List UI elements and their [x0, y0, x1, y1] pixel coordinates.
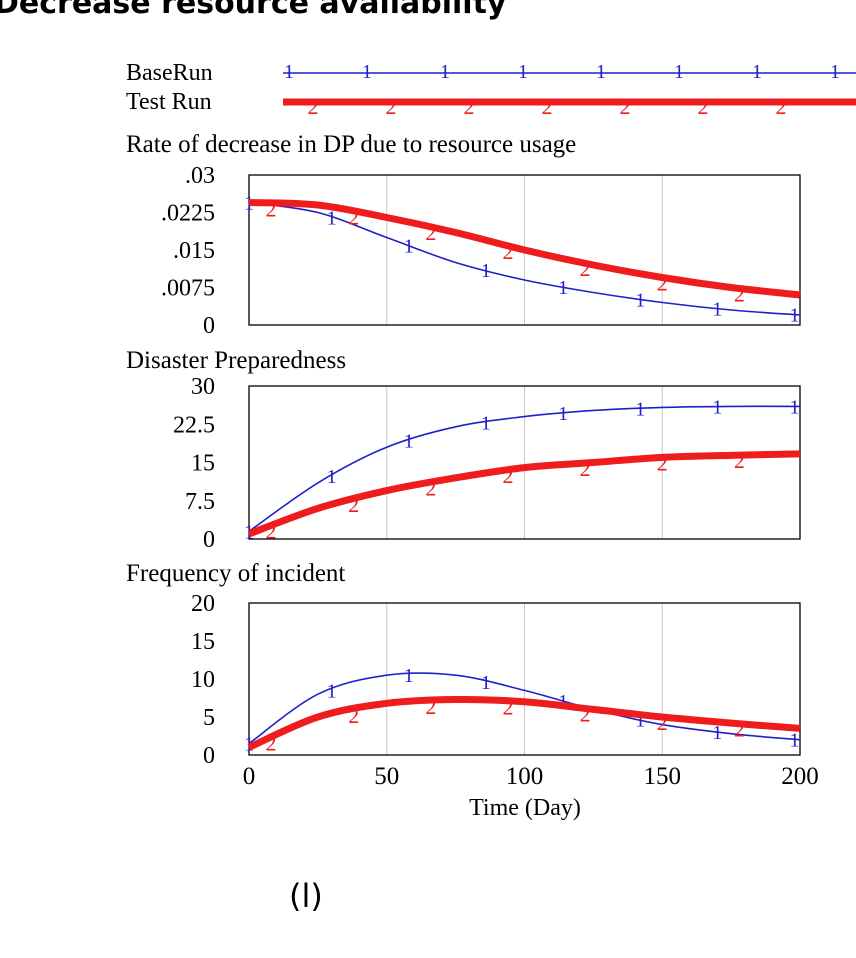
legend-marker: 2	[464, 94, 475, 119]
series-marker: 1	[327, 208, 337, 230]
series-marker: 1	[481, 412, 491, 434]
series-marker: 2	[348, 205, 359, 230]
x-tick-label: 200	[781, 763, 819, 790]
series-marker: 2	[425, 694, 436, 719]
series-line-testrun	[248, 199, 801, 299]
series-marker: 1	[635, 398, 645, 420]
series-marker: 2	[266, 731, 277, 756]
y-tick-label: 0	[203, 743, 215, 769]
series-line-testrun	[247, 450, 801, 538]
series-marker: 1	[327, 466, 337, 488]
y-tick-label: 22.5	[173, 412, 215, 438]
legend-marker: 2	[776, 94, 787, 119]
series-marker: 2	[266, 519, 277, 544]
legend-marker: 2	[542, 94, 553, 119]
y-tick-label: .0225	[161, 201, 215, 227]
y-tick-label: 5	[203, 705, 215, 731]
panel-title: Rate of decrease in DP due to resource u…	[126, 131, 576, 158]
legend-marker: 1	[674, 61, 684, 83]
legend-marker: 1	[362, 61, 372, 83]
series-marker: 1	[635, 710, 645, 732]
panel-title: Frequency of incident	[126, 560, 345, 587]
plot-frame	[248, 385, 801, 540]
series-marker: 1	[481, 672, 491, 694]
series-marker: 2	[348, 703, 359, 728]
series-marker: 2	[734, 717, 745, 742]
y-tick-label: .03	[185, 163, 215, 189]
x-tick-label: 50	[374, 763, 399, 790]
series-marker: 2	[657, 450, 668, 475]
figure-caption: (l)	[289, 877, 323, 915]
series-line-testrun	[247, 695, 801, 751]
x-axis-label: Time (Day)	[469, 795, 581, 821]
series-marker: 2	[502, 694, 513, 719]
y-tick-label: 7.5	[185, 489, 215, 515]
series-marker: 1	[789, 729, 799, 751]
series-marker: 2	[580, 701, 591, 726]
y-tick-label: 20	[191, 591, 215, 617]
series-marker: 2	[266, 196, 277, 221]
legend-marker: 2	[698, 94, 709, 119]
series-marker: 2	[580, 456, 591, 481]
legend-marker: 2	[308, 94, 319, 119]
series-marker: 2	[502, 463, 513, 488]
legend-label: Test Run	[126, 89, 212, 115]
series-marker: 1	[327, 680, 337, 702]
series-line-baserun	[248, 201, 801, 316]
y-tick-label: .0075	[161, 276, 215, 302]
chart-panel: BaseRun 1 1 1 1 1 1 1 1 Test Run 2 2 2 2 2 2 2 Rate of de…	[126, 60, 856, 858]
chart-svg: BaseRun 1 1 1 1 1 1 1 1 Test Run 2 2 2 2 2 2 2 Rate of de…	[126, 60, 856, 858]
series-marker: 2	[580, 256, 591, 281]
series-marker: 1	[481, 260, 491, 282]
figure-heading: Decrease resource availability	[0, 0, 507, 21]
series-marker: 1	[712, 397, 722, 419]
legend-marker: 1	[830, 61, 840, 83]
legend-marker: 2	[386, 94, 397, 119]
y-tick-label: 0	[203, 527, 215, 553]
series-line-baserun	[248, 672, 801, 745]
x-tick-label: 150	[644, 763, 682, 790]
y-tick-label: 0	[203, 313, 215, 339]
series-marker: 1	[404, 236, 414, 258]
series-marker: 1	[712, 722, 722, 744]
y-tick-label: 15	[191, 451, 215, 477]
series-marker: 1	[789, 396, 799, 418]
plot-frame	[248, 602, 801, 756]
series-marker: 2	[425, 220, 436, 245]
y-tick-label: 30	[191, 374, 215, 400]
series-marker: 1	[635, 289, 645, 311]
series-marker: 2	[657, 271, 668, 296]
series-marker: 1	[712, 299, 722, 321]
series-marker: 1	[789, 305, 799, 327]
legend-marker: 2	[620, 94, 631, 119]
legend-marker: 1	[440, 61, 450, 83]
series-marker: 1	[558, 691, 568, 713]
x-tick-label: 0	[243, 763, 256, 790]
series-marker: 1	[558, 277, 568, 299]
legend-marker: 1	[284, 61, 294, 83]
legend-marker: 1	[596, 61, 606, 83]
series-marker: 2	[657, 710, 668, 735]
panel-title: Disaster Preparedness	[126, 347, 346, 374]
plot-frame	[248, 174, 801, 326]
series-line-baserun	[248, 405, 801, 533]
series-marker: 2	[502, 239, 513, 264]
y-tick-label: 10	[191, 667, 215, 693]
series-marker: 1	[404, 431, 414, 453]
y-tick-label: 15	[191, 629, 215, 655]
legend-label: BaseRun	[126, 60, 213, 86]
legend-marker: 1	[518, 61, 528, 83]
series-marker: 1	[558, 403, 568, 425]
series-marker: 1	[404, 665, 414, 687]
y-tick-label: .015	[173, 238, 215, 264]
x-tick-label: 100	[506, 763, 544, 790]
series-marker: 2	[734, 448, 745, 473]
series-marker: 2	[734, 281, 745, 306]
series-marker: 2	[425, 475, 436, 500]
section-title: Extent of damage	[126, 855, 302, 858]
legend-marker: 1	[752, 61, 762, 83]
series-marker: 2	[348, 492, 359, 517]
